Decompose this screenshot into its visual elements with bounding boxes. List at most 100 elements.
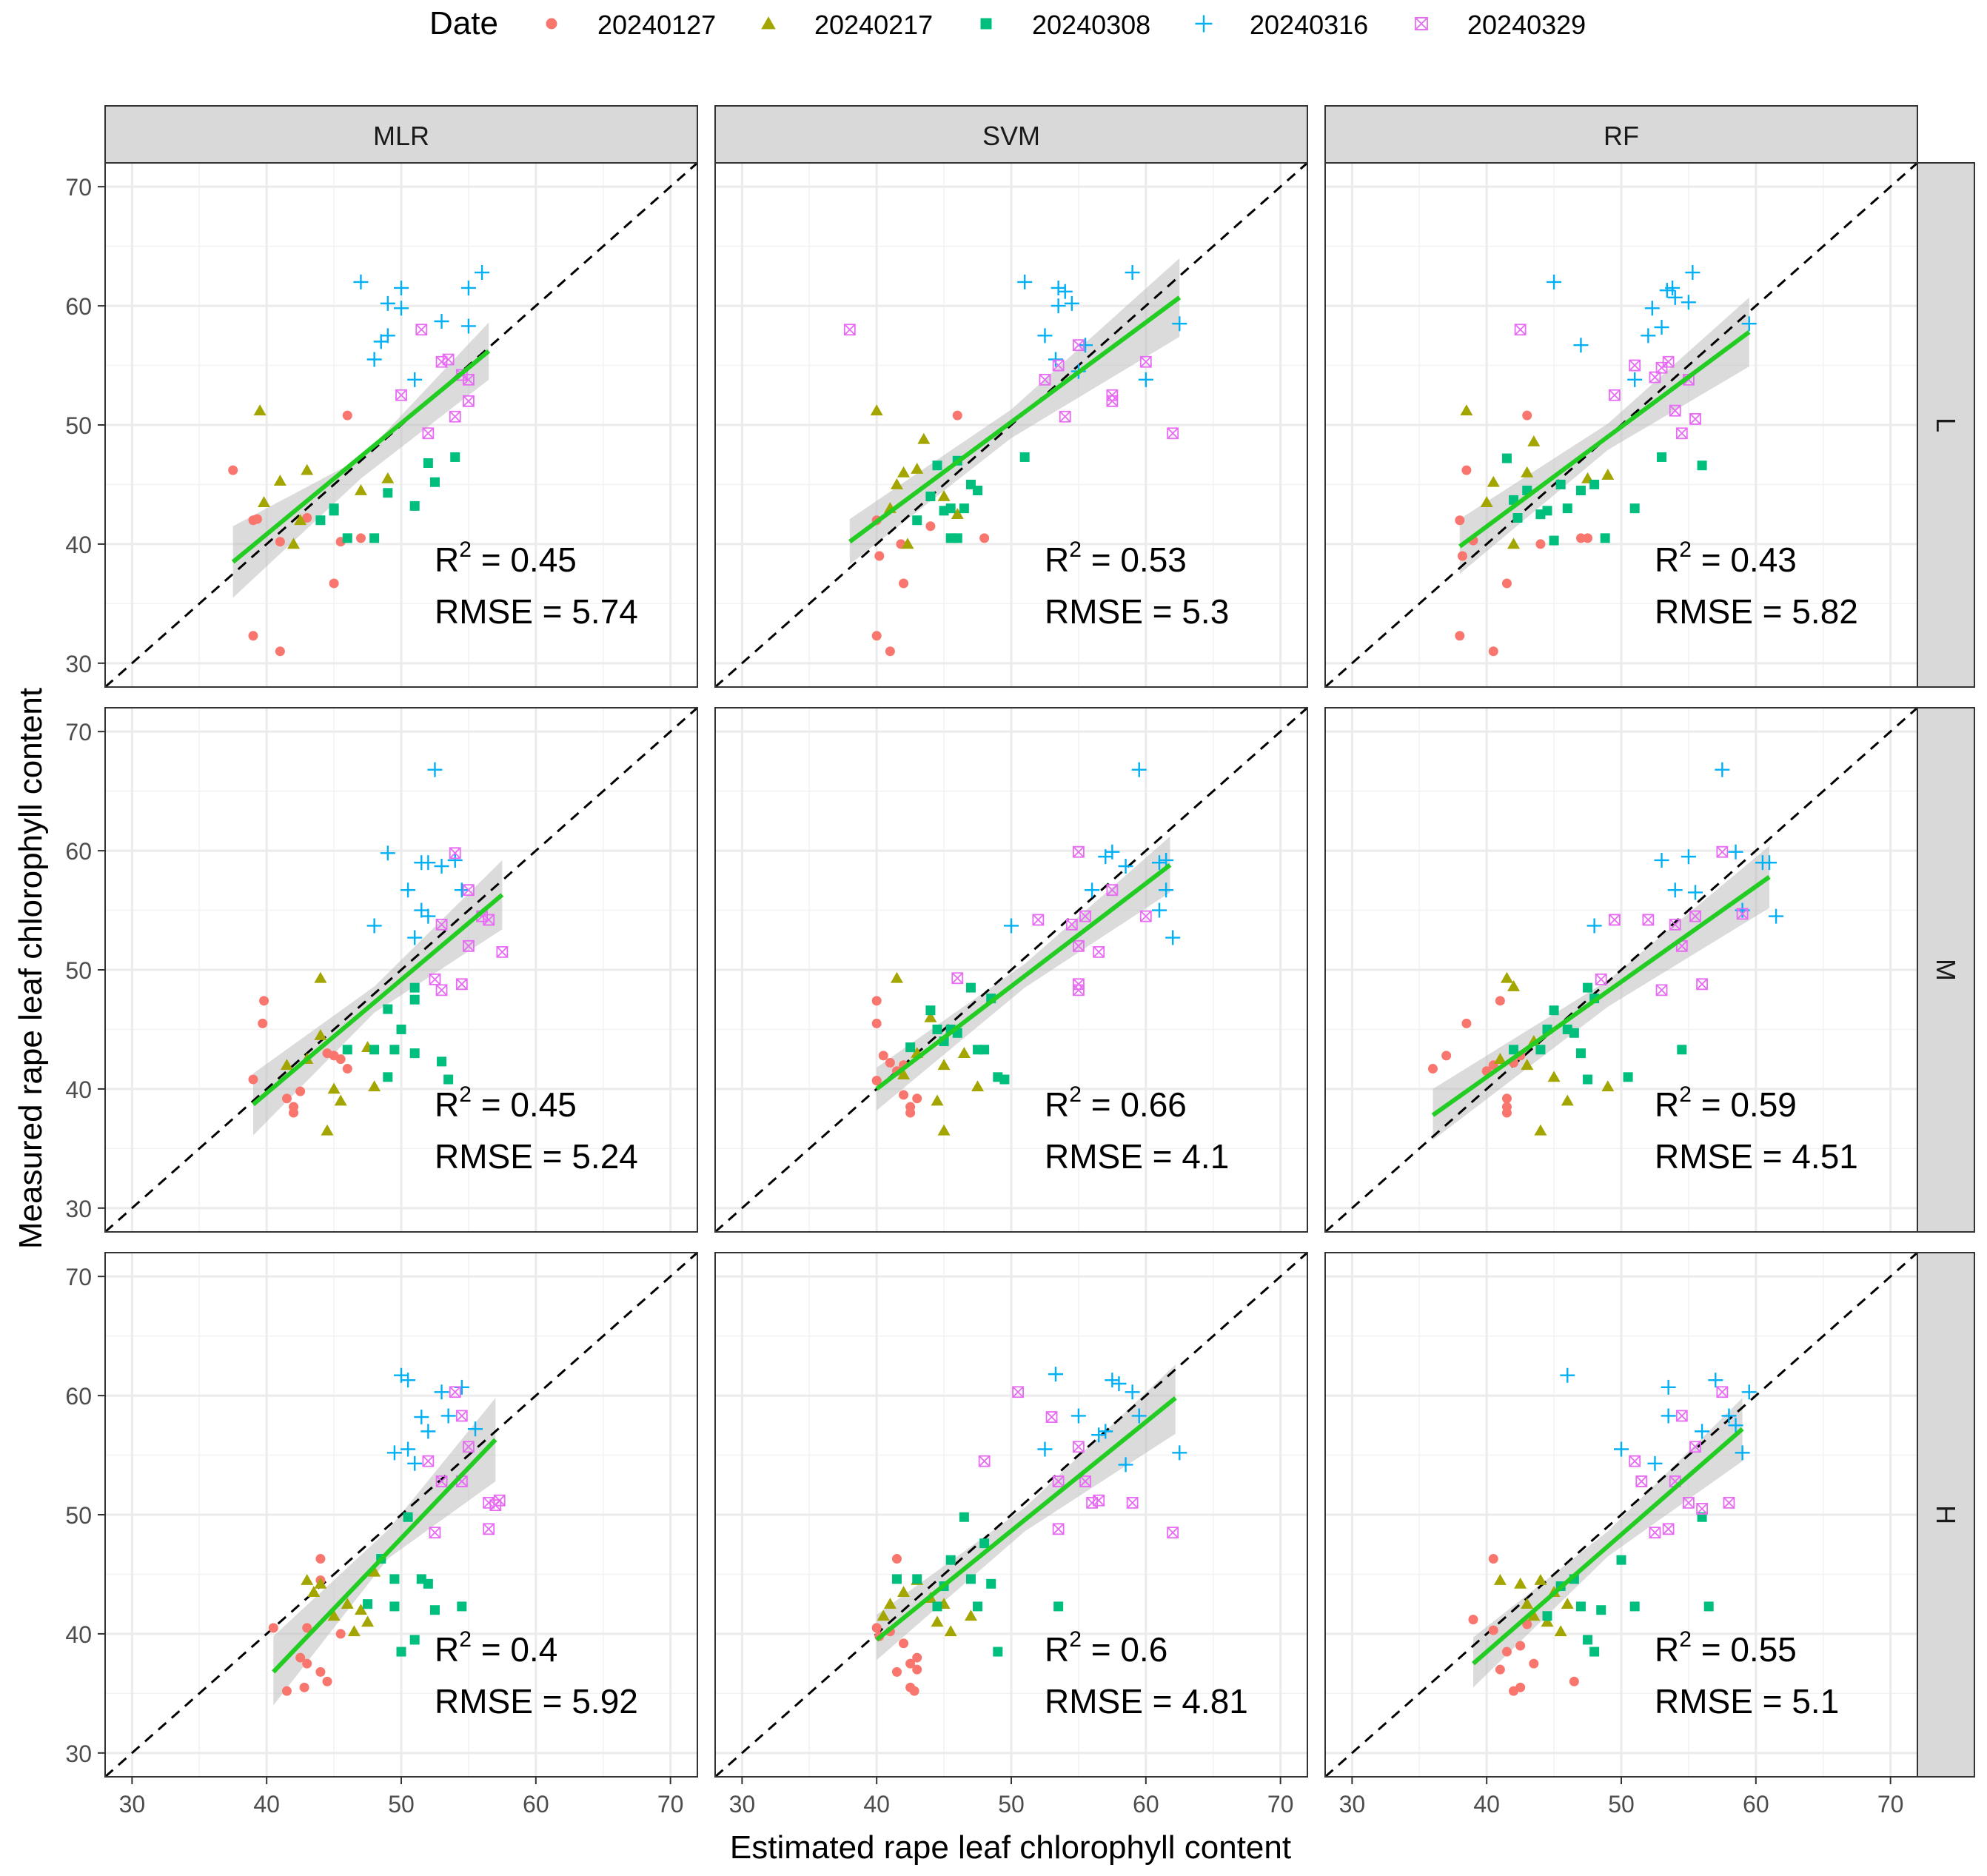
- confidence-band: [273, 1398, 496, 1706]
- reference-line-1to1: [715, 708, 1307, 1232]
- data-point: [468, 1421, 483, 1437]
- data-point: [449, 847, 461, 860]
- data-point: [434, 314, 449, 329]
- panel-MLR-H: R2 = 0.4 RMSE = 5.92: [104, 1252, 698, 1778]
- x-tick-label: 70: [657, 1791, 684, 1818]
- data-point: [917, 432, 931, 444]
- data-point: [957, 1047, 971, 1059]
- data-point: [1159, 852, 1174, 868]
- data-point: [1468, 1615, 1478, 1625]
- data-point: [1586, 918, 1602, 934]
- data-point: [341, 1598, 354, 1609]
- row-strip-label: L: [1931, 418, 1961, 432]
- data-point: [944, 1625, 957, 1637]
- rmse-annotation: RMSE = 5.74: [435, 592, 638, 631]
- data-point: [1073, 1441, 1085, 1453]
- data-point: [1601, 469, 1615, 480]
- facet-strips: MLR SVM RF L M H: [104, 105, 1975, 1778]
- data-point: [1654, 320, 1669, 335]
- legend-item-20240127: 20240127: [546, 10, 716, 40]
- data-point: [1769, 908, 1784, 924]
- data-point: [1521, 1059, 1534, 1071]
- rmse-annotation: RMSE = 5.24: [435, 1137, 638, 1176]
- reference-line-1to1: [105, 708, 697, 1232]
- x-tick-label: 70: [1877, 1791, 1904, 1818]
- data-point: [383, 488, 393, 498]
- data-point: [1629, 1455, 1641, 1467]
- data-point: [1501, 578, 1512, 589]
- data-point: [366, 918, 382, 934]
- data-point: [301, 463, 314, 475]
- legend-item-label: 20240329: [1467, 10, 1586, 40]
- panel-RF-L: R2 = 0.43 RMSE = 5.82: [1324, 162, 1918, 688]
- data-point: [401, 1373, 416, 1388]
- data-point: [1501, 1108, 1512, 1118]
- data-point: [407, 372, 423, 387]
- data-point: [440, 1408, 456, 1424]
- data-point: [1019, 452, 1030, 462]
- data-point: [1048, 1367, 1063, 1382]
- data-point: [905, 1658, 916, 1669]
- data-point: [422, 427, 435, 440]
- row-strip: [1917, 707, 1975, 1233]
- data-point: [259, 996, 269, 1006]
- column-strip-label: RF: [1604, 121, 1639, 151]
- data-point: [883, 1598, 897, 1609]
- data-point: [1555, 479, 1566, 489]
- data-point: [871, 996, 882, 1006]
- data-point: [1735, 1445, 1750, 1461]
- data-point: [386, 1445, 402, 1461]
- data-point: [483, 914, 495, 926]
- data-point: [493, 1494, 506, 1507]
- data-point: [1549, 1005, 1559, 1016]
- data-point: [899, 578, 909, 589]
- regression-line: [1472, 1427, 1744, 1666]
- panel-RF-M: R2 = 0.59 RMSE = 4.51: [1324, 707, 1918, 1233]
- data-point: [937, 1059, 951, 1071]
- data-point: [435, 1475, 448, 1487]
- data-point: [361, 1615, 375, 1627]
- data-point: [258, 1018, 268, 1028]
- data-point: [427, 762, 443, 777]
- data-point: [1741, 1384, 1757, 1400]
- data-point: [389, 1574, 400, 1584]
- data-point: [302, 513, 312, 523]
- data-point: [281, 1686, 292, 1696]
- legend-item-20240308: 20240308: [980, 10, 1150, 40]
- data-point: [1507, 980, 1521, 991]
- data-point: [973, 1601, 983, 1612]
- data-point: [1172, 1445, 1187, 1461]
- data-point: [342, 533, 352, 543]
- data-point: [368, 1080, 381, 1092]
- legend-title: Date: [429, 5, 498, 41]
- data-point: [409, 500, 420, 511]
- legend-item-label: 20240316: [1250, 10, 1368, 40]
- r2-annotation: R2 = 0.53: [1045, 537, 1187, 579]
- data-point: [355, 533, 366, 543]
- data-point: [979, 533, 990, 543]
- data-point: [335, 1629, 346, 1639]
- data-point: [925, 1005, 936, 1016]
- data-point: [435, 984, 448, 996]
- data-point: [1685, 265, 1700, 281]
- data-point: [248, 1074, 258, 1085]
- data-point: [1488, 1554, 1498, 1564]
- data-point: [455, 1410, 468, 1422]
- data-point: [951, 508, 964, 520]
- y-tick-label: 70: [65, 719, 92, 746]
- data-point: [1575, 486, 1586, 495]
- data-point: [463, 395, 475, 407]
- data-point: [937, 1124, 951, 1136]
- data-point: [1073, 984, 1085, 996]
- data-point: [1669, 404, 1681, 417]
- data-point: [414, 902, 429, 918]
- data-point: [1616, 1555, 1626, 1565]
- x-axis-title: Estimated rape leaf chlorophyll content: [730, 1829, 1291, 1866]
- data-point: [354, 1604, 367, 1615]
- data-point: [289, 1108, 299, 1118]
- data-point: [1512, 513, 1523, 523]
- y-tick-label: 30: [65, 1741, 92, 1767]
- data-point: [1152, 902, 1167, 918]
- data-point: [463, 373, 475, 386]
- data-point: [1534, 1124, 1547, 1136]
